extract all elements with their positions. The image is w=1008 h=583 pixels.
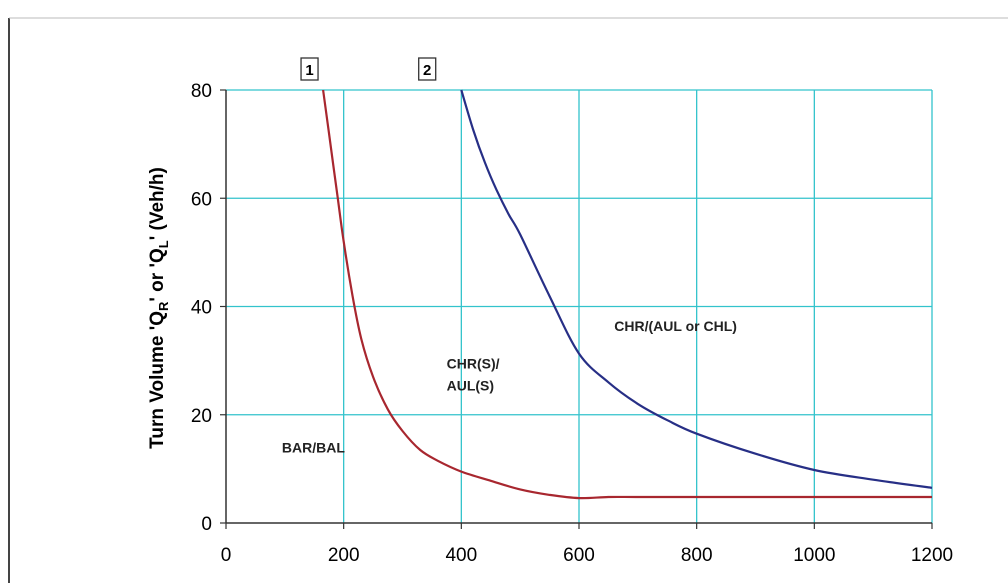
- x-tick-label-0: 0: [221, 545, 232, 566]
- y-tick-label-4: 80: [191, 81, 212, 102]
- curve-marker-box-1: [300, 57, 319, 81]
- curve-marker-label-2: 2: [423, 62, 431, 79]
- y-tick-label-2: 40: [191, 298, 212, 319]
- series-group: [322, 89, 933, 500]
- y-axis-title-subscript-l: L: [156, 240, 171, 248]
- x-tick-label-5: 1000: [793, 545, 835, 566]
- x-tick-label-1: 200: [328, 545, 360, 566]
- y-axis-title-part-2: ' or 'Q: [147, 248, 168, 301]
- y-axis-title-part-3: ' (Veh/h): [147, 167, 168, 240]
- y-axis-title-part-1: Turn Volume 'Q: [147, 311, 168, 449]
- y-tick-label-1: 20: [191, 406, 212, 427]
- curve-marker-box-2: [418, 57, 437, 81]
- annotation-4: CHR/(AUL or CHL): [614, 318, 737, 334]
- x-tick-label-2: 400: [445, 545, 477, 566]
- annotation-1: BAR/BAL: [282, 440, 345, 456]
- y-axis-title-group: Turn Volume 'QR' or 'QL' (Veh/h): [147, 167, 171, 449]
- y-tick-label-0: 0: [201, 514, 212, 535]
- y-axis-title-subscript-r: R: [156, 301, 171, 311]
- annotations: BAR/BAL CHR(S)/ AUL(S) CHR/(AUL or CHL): [282, 318, 737, 456]
- series-line-1: [322, 89, 933, 500]
- x-tick-label-4: 800: [681, 545, 713, 566]
- y-axis-title: Turn Volume 'QR' or 'QL' (Veh/h): [147, 167, 171, 449]
- annotation-2: CHR(S)/: [447, 356, 500, 372]
- x-tick-label-6: 1200: [911, 545, 953, 566]
- grid: [226, 89, 933, 523]
- curve-marker-label-1: 1: [305, 62, 313, 79]
- annotation-3: AUL(S): [447, 377, 494, 393]
- x-tick-label-3: 600: [563, 545, 595, 566]
- y-tick-label-3: 60: [191, 189, 212, 210]
- series-line-2: [460, 89, 933, 489]
- axes: 0 200 400 600 800 1000 1200 0 20 40 60 80: [191, 81, 953, 566]
